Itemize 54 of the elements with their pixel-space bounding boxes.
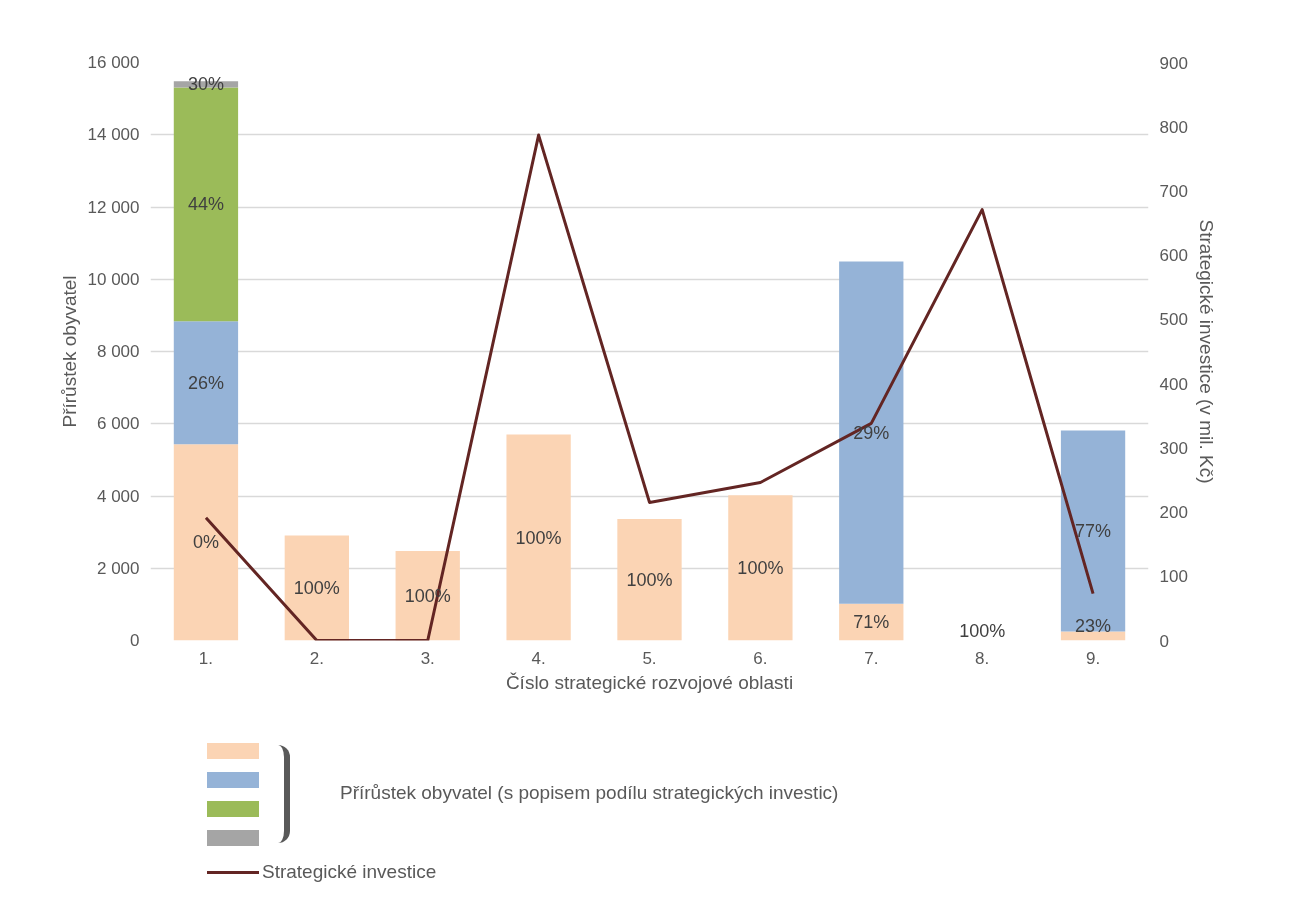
bar bbox=[284, 535, 349, 641]
annotation: 100% bbox=[515, 527, 562, 548]
annotation: 100% bbox=[626, 569, 673, 590]
y-tick-label: 16 000 bbox=[87, 53, 140, 72]
x-tick-label: 2. bbox=[309, 648, 324, 668]
bar bbox=[728, 495, 793, 641]
bar bbox=[1060, 631, 1126, 641]
annotation: 44% bbox=[187, 194, 224, 215]
y2-tick-label: 900 bbox=[1159, 53, 1188, 73]
y-tick-label: 12 000 bbox=[87, 197, 140, 217]
annotation: 23% bbox=[1075, 615, 1112, 636]
y2-tick-label: 300 bbox=[1159, 438, 1188, 458]
y2-tick-label: 500 bbox=[1159, 310, 1188, 330]
annotation: 71% bbox=[853, 612, 890, 633]
y-tick-label: 2 000 bbox=[96, 558, 140, 578]
y2-tick-label: 0 bbox=[1159, 631, 1169, 651]
annotation: 26% bbox=[187, 372, 224, 393]
legend-title: Přírůstek obyvatel (s popisem podílu strategických investic) bbox=[340, 782, 839, 804]
bar bbox=[839, 261, 904, 604]
y-tick-label: 10 000 bbox=[87, 269, 140, 289]
bar bbox=[617, 519, 682, 641]
annotation: 100% bbox=[737, 557, 784, 578]
x-tick-label: 8. bbox=[975, 648, 990, 668]
x-tick-label: 7. bbox=[864, 648, 879, 668]
bar bbox=[506, 434, 571, 641]
y-tick-label: 8 000 bbox=[96, 342, 140, 361]
annotation: 29% bbox=[853, 422, 890, 443]
y-tick-label: 0 bbox=[130, 631, 140, 650]
bar bbox=[1060, 430, 1126, 632]
legend-label: Strategické investice bbox=[262, 861, 437, 883]
x-tick-label: 5. bbox=[642, 648, 657, 668]
y2-tick-label: 600 bbox=[1159, 246, 1188, 266]
y2-tick-label: 200 bbox=[1159, 503, 1188, 523]
x-tick-label: 4. bbox=[531, 648, 546, 668]
y2-tick-label: 700 bbox=[1159, 181, 1188, 201]
x-tick-label: 9. bbox=[1085, 648, 1101, 668]
bar bbox=[173, 321, 239, 445]
y-tick-label: 6 000 bbox=[96, 414, 140, 434]
y2-tick-label: 100 bbox=[1159, 567, 1188, 587]
annotation: 100% bbox=[959, 620, 1006, 641]
y-axis-title: Přírůstek obyvatel bbox=[58, 275, 80, 428]
x-tick-label: 6. bbox=[753, 648, 768, 668]
annotation: 100% bbox=[293, 577, 340, 598]
y-tick-label: 14 000 bbox=[87, 125, 140, 145]
annotation: 0% bbox=[192, 532, 219, 553]
y2-axis-title: Strategické investice (v mil. Kč) bbox=[1195, 219, 1217, 484]
y2-tick-label: 800 bbox=[1159, 117, 1188, 137]
x-tick-label: 3. bbox=[420, 648, 435, 668]
y-tick-label: 4 000 bbox=[96, 486, 140, 506]
x-tick-label: 1. bbox=[198, 648, 214, 668]
x-axis-title: Číslo strategické rozvojové oblasti bbox=[505, 671, 794, 693]
y2-tick-label: 400 bbox=[1159, 374, 1188, 394]
annotation: 77% bbox=[1075, 521, 1112, 542]
bar bbox=[173, 444, 239, 641]
